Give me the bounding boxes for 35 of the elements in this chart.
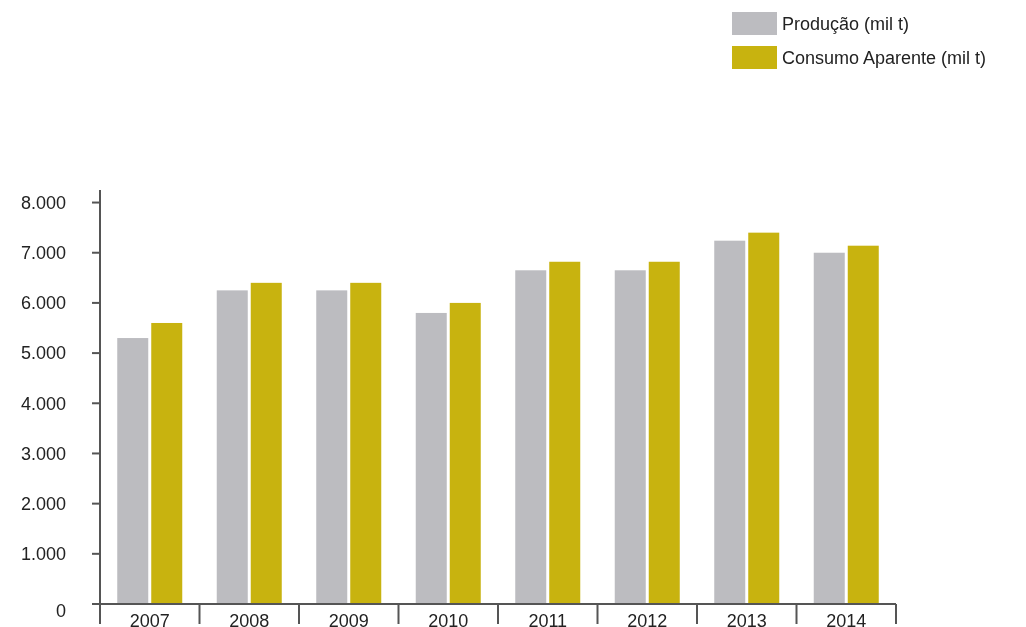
bar [117, 338, 149, 604]
bar [549, 261, 581, 604]
x-tick-label: 2008 [229, 611, 270, 627]
bar [748, 232, 780, 604]
legend-label: Produção (mil t) [782, 14, 910, 35]
bar [316, 290, 348, 604]
y-tick-label: 8.000 [20, 192, 66, 213]
y-tick-label: 2.000 [20, 493, 66, 514]
bar [449, 302, 481, 604]
x-tick-label: 2010 [428, 611, 469, 627]
x-tick-label: 2014 [826, 611, 867, 627]
y-tick-label: 5.000 [20, 343, 66, 364]
bar [847, 245, 879, 604]
x-tick-label: 2009 [328, 611, 369, 627]
y-tick-label: 0 [55, 600, 66, 621]
bar [151, 322, 183, 604]
bar [813, 252, 845, 604]
bar [714, 240, 746, 604]
x-tick-label: 2011 [528, 611, 568, 627]
bar [415, 312, 447, 604]
x-tick-label: 2007 [129, 611, 170, 627]
x-tick-label: 2012 [627, 611, 668, 627]
bar [648, 261, 680, 604]
legend-label: Consumo Aparente (mil t) [782, 48, 987, 69]
y-tick-label: 6.000 [20, 293, 66, 314]
bar [614, 270, 646, 604]
x-tick-label: 2013 [726, 611, 767, 627]
bar [250, 282, 282, 604]
bar [350, 282, 382, 604]
y-tick-label: 7.000 [20, 243, 66, 264]
y-tick-label: 3.000 [20, 443, 66, 464]
y-tick-label: 4.000 [20, 393, 66, 414]
bar [515, 270, 547, 604]
y-tick-label: 1.000 [20, 544, 66, 565]
bar [216, 290, 248, 604]
